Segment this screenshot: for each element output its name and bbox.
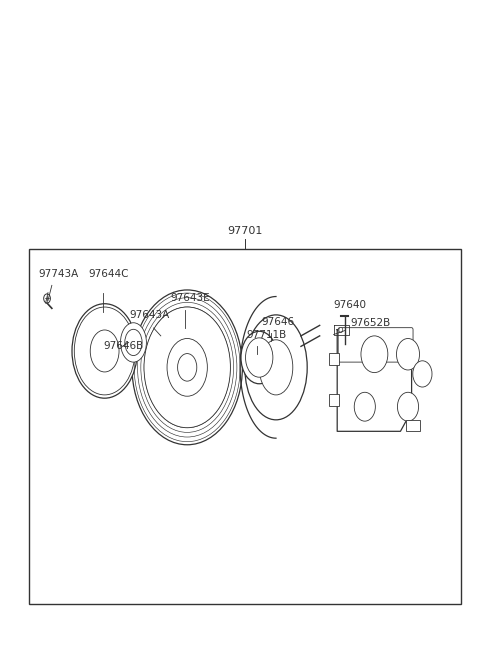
Circle shape: [361, 336, 388, 373]
Circle shape: [354, 392, 375, 421]
Bar: [29, 249, 461, 604]
Text: 97701: 97701: [227, 226, 263, 236]
Ellipse shape: [178, 354, 197, 381]
Bar: [406, 420, 420, 432]
Text: 97646B: 97646B: [103, 341, 144, 351]
Circle shape: [397, 392, 419, 421]
Ellipse shape: [241, 331, 277, 384]
Circle shape: [339, 327, 343, 333]
Ellipse shape: [132, 290, 242, 445]
Text: 97743A: 97743A: [38, 269, 79, 279]
Ellipse shape: [120, 323, 146, 362]
Text: 97643E: 97643E: [170, 293, 210, 303]
Ellipse shape: [246, 338, 273, 377]
Text: 97652B: 97652B: [350, 318, 391, 328]
Ellipse shape: [72, 304, 137, 398]
Ellipse shape: [167, 338, 207, 396]
Ellipse shape: [90, 330, 119, 372]
Ellipse shape: [125, 329, 142, 356]
Text: 97643A: 97643A: [130, 310, 170, 320]
Text: 97646: 97646: [262, 317, 295, 327]
Text: 97644C: 97644C: [89, 269, 129, 279]
Ellipse shape: [259, 340, 293, 395]
Text: 97640: 97640: [334, 300, 367, 310]
Text: 97711B: 97711B: [246, 330, 287, 340]
Circle shape: [44, 294, 50, 303]
Ellipse shape: [144, 307, 230, 428]
Circle shape: [396, 338, 420, 370]
Circle shape: [413, 361, 432, 387]
Bar: [328, 354, 339, 365]
Bar: [328, 394, 339, 406]
FancyBboxPatch shape: [338, 328, 413, 362]
Ellipse shape: [74, 307, 135, 395]
Ellipse shape: [245, 315, 307, 420]
